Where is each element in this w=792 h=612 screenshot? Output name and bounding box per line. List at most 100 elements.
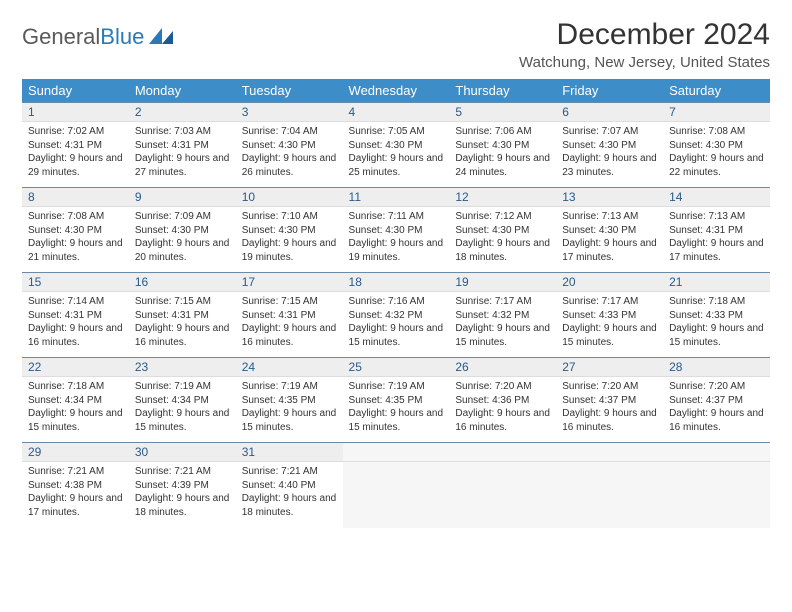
day-number-cell: 16 <box>129 273 236 292</box>
day-detail-cell <box>343 462 450 528</box>
sunset-line: Sunset: 4:34 PM <box>135 394 230 408</box>
detail-row: Sunrise: 7:21 AMSunset: 4:38 PMDaylight:… <box>22 462 770 528</box>
sunrise-line: Sunrise: 7:04 AM <box>242 125 337 139</box>
sunset-line: Sunset: 4:30 PM <box>242 139 337 153</box>
daylight-line: Daylight: 9 hours and 15 minutes. <box>135 407 230 434</box>
weekday-header: Thursday <box>449 79 556 103</box>
sunset-line: Sunset: 4:30 PM <box>455 224 550 238</box>
day-number-cell: 23 <box>129 358 236 377</box>
sunrise-line: Sunrise: 7:20 AM <box>562 380 657 394</box>
sunrise-line: Sunrise: 7:21 AM <box>242 465 337 479</box>
weekday-header: Tuesday <box>236 79 343 103</box>
daylight-line: Daylight: 9 hours and 18 minutes. <box>455 237 550 264</box>
sunset-line: Sunset: 4:37 PM <box>669 394 764 408</box>
day-detail-cell: Sunrise: 7:08 AMSunset: 4:30 PMDaylight:… <box>22 207 129 273</box>
detail-row: Sunrise: 7:14 AMSunset: 4:31 PMDaylight:… <box>22 292 770 358</box>
sunrise-line: Sunrise: 7:19 AM <box>349 380 444 394</box>
day-number-cell <box>663 443 770 462</box>
daylight-line: Daylight: 9 hours and 29 minutes. <box>28 152 123 179</box>
detail-row: Sunrise: 7:08 AMSunset: 4:30 PMDaylight:… <box>22 207 770 273</box>
daylight-line: Daylight: 9 hours and 17 minutes. <box>562 237 657 264</box>
sunrise-line: Sunrise: 7:17 AM <box>562 295 657 309</box>
daylight-line: Daylight: 9 hours and 19 minutes. <box>242 237 337 264</box>
day-detail-cell <box>663 462 770 528</box>
day-detail-cell: Sunrise: 7:20 AMSunset: 4:36 PMDaylight:… <box>449 377 556 443</box>
day-detail-cell: Sunrise: 7:21 AMSunset: 4:40 PMDaylight:… <box>236 462 343 528</box>
sunrise-line: Sunrise: 7:16 AM <box>349 295 444 309</box>
day-number-cell: 29 <box>22 443 129 462</box>
brand-logo: GeneralBlue <box>22 18 175 50</box>
sunset-line: Sunset: 4:30 PM <box>135 224 230 238</box>
day-number-cell <box>449 443 556 462</box>
sunset-line: Sunset: 4:34 PM <box>28 394 123 408</box>
day-number-cell: 9 <box>129 188 236 207</box>
day-number-cell: 13 <box>556 188 663 207</box>
day-number-cell: 12 <box>449 188 556 207</box>
brand-word-1: General <box>22 24 100 50</box>
day-number-cell: 21 <box>663 273 770 292</box>
daylight-line: Daylight: 9 hours and 17 minutes. <box>28 492 123 519</box>
sunrise-line: Sunrise: 7:06 AM <box>455 125 550 139</box>
day-number-cell: 17 <box>236 273 343 292</box>
day-number-cell: 27 <box>556 358 663 377</box>
weekday-header: Monday <box>129 79 236 103</box>
weekday-header-row: SundayMondayTuesdayWednesdayThursdayFrid… <box>22 79 770 103</box>
weekday-header: Friday <box>556 79 663 103</box>
sunrise-line: Sunrise: 7:17 AM <box>455 295 550 309</box>
sunset-line: Sunset: 4:37 PM <box>562 394 657 408</box>
day-number-cell: 7 <box>663 103 770 122</box>
sunset-line: Sunset: 4:31 PM <box>135 139 230 153</box>
day-detail-cell: Sunrise: 7:07 AMSunset: 4:30 PMDaylight:… <box>556 122 663 188</box>
day-number-cell <box>343 443 450 462</box>
sunrise-line: Sunrise: 7:02 AM <box>28 125 123 139</box>
daylight-line: Daylight: 9 hours and 20 minutes. <box>135 237 230 264</box>
day-number-cell: 25 <box>343 358 450 377</box>
day-number-cell: 4 <box>343 103 450 122</box>
sunset-line: Sunset: 4:32 PM <box>455 309 550 323</box>
logo-mark-icon <box>149 24 175 50</box>
day-number-cell: 22 <box>22 358 129 377</box>
daylight-line: Daylight: 9 hours and 16 minutes. <box>135 322 230 349</box>
day-detail-cell: Sunrise: 7:05 AMSunset: 4:30 PMDaylight:… <box>343 122 450 188</box>
daylight-line: Daylight: 9 hours and 15 minutes. <box>242 407 337 434</box>
weekday-header: Sunday <box>22 79 129 103</box>
day-number-cell <box>556 443 663 462</box>
daylight-line: Daylight: 9 hours and 21 minutes. <box>28 237 123 264</box>
daylight-line: Daylight: 9 hours and 16 minutes. <box>242 322 337 349</box>
day-detail-cell: Sunrise: 7:12 AMSunset: 4:30 PMDaylight:… <box>449 207 556 273</box>
daylight-line: Daylight: 9 hours and 18 minutes. <box>242 492 337 519</box>
sunset-line: Sunset: 4:30 PM <box>349 139 444 153</box>
sunset-line: Sunset: 4:36 PM <box>455 394 550 408</box>
title-block: December 2024 Watchung, New Jersey, Unit… <box>519 18 770 71</box>
sunset-line: Sunset: 4:35 PM <box>242 394 337 408</box>
sunrise-line: Sunrise: 7:13 AM <box>669 210 764 224</box>
sunset-line: Sunset: 4:30 PM <box>669 139 764 153</box>
day-number-cell: 26 <box>449 358 556 377</box>
daylight-line: Daylight: 9 hours and 16 minutes. <box>28 322 123 349</box>
day-number-cell: 3 <box>236 103 343 122</box>
day-number-cell: 18 <box>343 273 450 292</box>
day-detail-cell: Sunrise: 7:16 AMSunset: 4:32 PMDaylight:… <box>343 292 450 358</box>
day-detail-cell: Sunrise: 7:06 AMSunset: 4:30 PMDaylight:… <box>449 122 556 188</box>
page-header: GeneralBlue December 2024 Watchung, New … <box>22 18 770 71</box>
daylight-line: Daylight: 9 hours and 22 minutes. <box>669 152 764 179</box>
sunset-line: Sunset: 4:31 PM <box>135 309 230 323</box>
day-detail-cell: Sunrise: 7:11 AMSunset: 4:30 PMDaylight:… <box>343 207 450 273</box>
day-number-cell: 15 <box>22 273 129 292</box>
day-number-cell: 30 <box>129 443 236 462</box>
daylight-line: Daylight: 9 hours and 15 minutes. <box>349 407 444 434</box>
day-detail-cell: Sunrise: 7:15 AMSunset: 4:31 PMDaylight:… <box>129 292 236 358</box>
sunset-line: Sunset: 4:30 PM <box>562 139 657 153</box>
sunrise-line: Sunrise: 7:08 AM <box>28 210 123 224</box>
day-number-cell: 6 <box>556 103 663 122</box>
calendar-table: SundayMondayTuesdayWednesdayThursdayFrid… <box>22 79 770 528</box>
day-number-cell: 14 <box>663 188 770 207</box>
day-detail-cell: Sunrise: 7:19 AMSunset: 4:35 PMDaylight:… <box>236 377 343 443</box>
sunset-line: Sunset: 4:35 PM <box>349 394 444 408</box>
daylight-line: Daylight: 9 hours and 18 minutes. <box>135 492 230 519</box>
daylight-line: Daylight: 9 hours and 23 minutes. <box>562 152 657 179</box>
day-number-cell: 10 <box>236 188 343 207</box>
daylight-line: Daylight: 9 hours and 19 minutes. <box>349 237 444 264</box>
sunrise-line: Sunrise: 7:19 AM <box>135 380 230 394</box>
day-detail-cell: Sunrise: 7:13 AMSunset: 4:31 PMDaylight:… <box>663 207 770 273</box>
